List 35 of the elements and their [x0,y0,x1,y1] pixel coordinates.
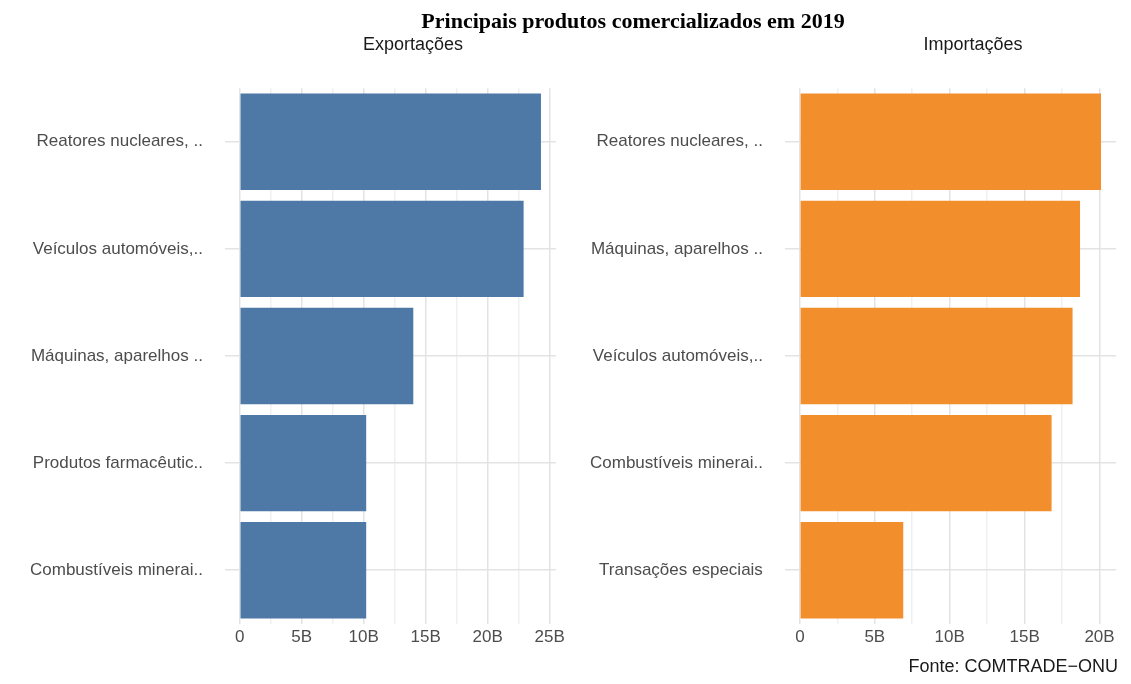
y-tick-label: Combustíveis minerai.. [30,559,203,579]
bar [800,307,1073,405]
bar [240,93,541,190]
y-tick-label: Reatores nucleares, .. [596,131,763,151]
y-tick-label: Máquinas, aparelhos .. [30,345,203,365]
bar [800,522,904,619]
x-tick-label: 10B [348,626,379,646]
chart-subtitle: Importações [922,34,1024,56]
x-tick-label: 15B [1009,626,1040,646]
text: Principais produtos comercializados em 2019 [420,8,846,34]
bar [800,200,1081,298]
x-tick-label: 5B [291,626,313,646]
x-tick-label: 10B [934,626,965,646]
y-tick-label: Reatores nucleares, .. [36,131,203,151]
y-tick-label: Veículos automóveis,.. [592,345,763,365]
x-tick-label: 25B [534,626,565,646]
source-note: Fonte: COMTRADE−ONU [907,656,1118,677]
x-tick-label: 20B [1084,626,1115,646]
y-tick-label: Transações especiais [599,559,763,579]
y-tick-label: Combustíveis minerai.. [590,452,763,472]
y-tick-label: Máquinas, aparelhos .. [590,238,763,258]
x-tick-label: 20B [472,626,503,646]
bar [240,414,367,512]
x-tick-label: 15B [410,626,441,646]
bar [240,307,414,405]
x-tick-label: 5B [864,626,886,646]
bar [240,200,524,298]
x-tick-label: 0 [795,626,805,646]
x-tick-label: 0 [235,626,245,646]
chart-subtitle: Exportações [361,34,465,56]
bar [240,522,367,619]
y-tick-label: Veículos automóveis,.. [32,238,203,258]
bar [800,93,1102,190]
y-tick-label: Produtos farmacêutic.. [32,452,203,472]
bar [800,414,1052,512]
